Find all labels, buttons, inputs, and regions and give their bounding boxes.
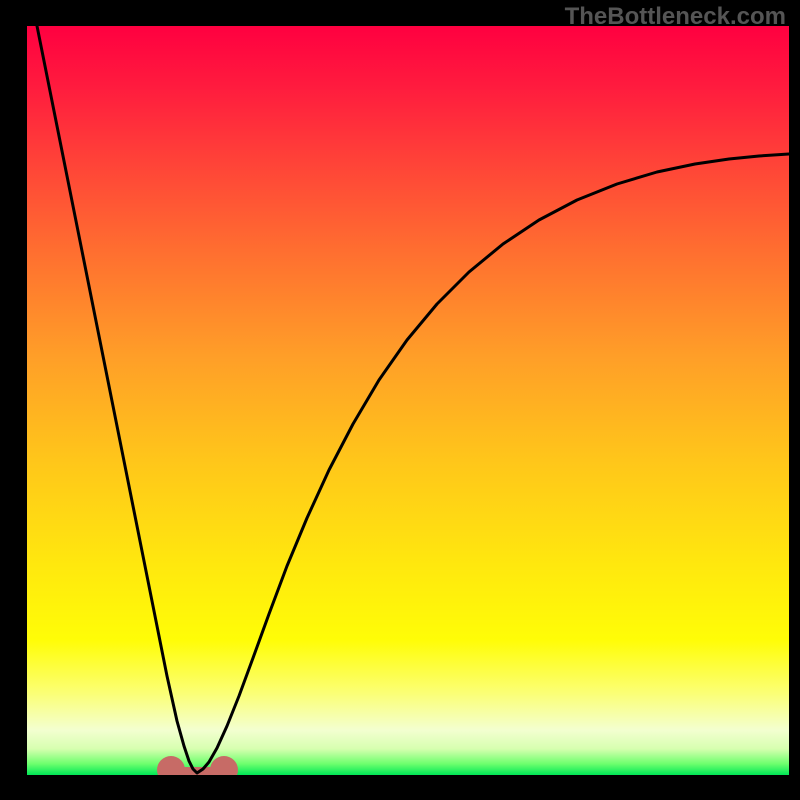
chart-frame: TheBottleneck.com <box>0 0 800 800</box>
bottleneck-chart <box>0 0 800 800</box>
heat-gradient-background <box>27 26 789 775</box>
attribution-label: TheBottleneck.com <box>565 3 786 31</box>
plot-area <box>27 26 789 785</box>
